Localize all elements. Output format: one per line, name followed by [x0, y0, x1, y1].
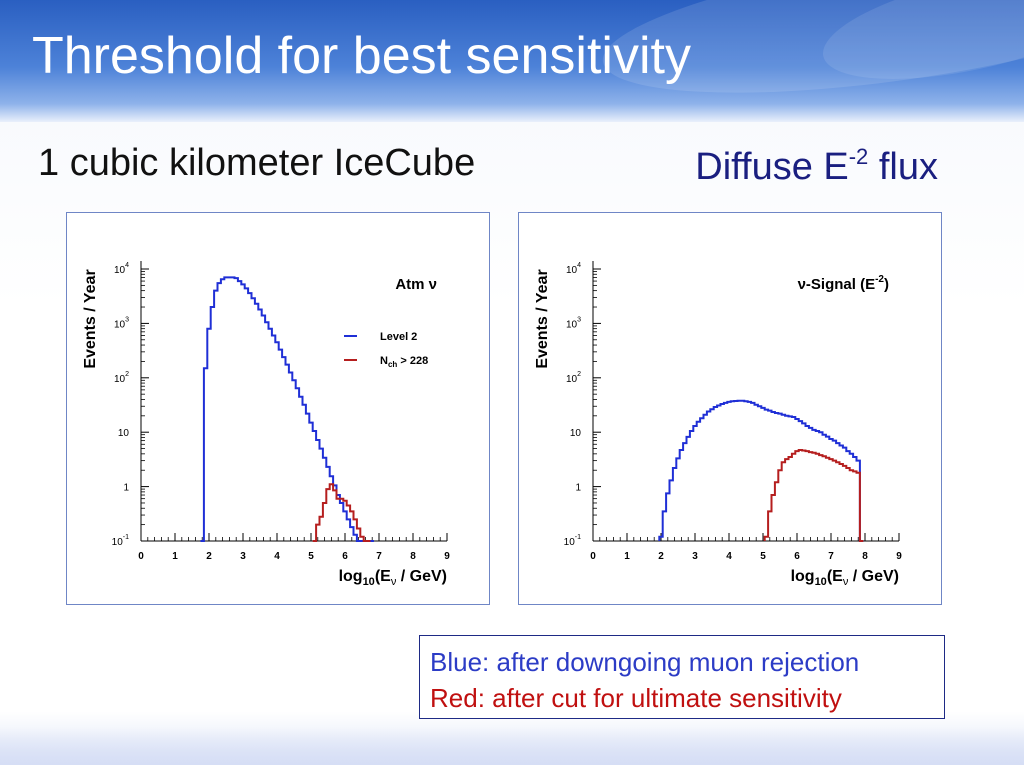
- x-axis-title-sub: ν: [843, 576, 849, 588]
- flux-label: Diffuse E-2 flux: [695, 146, 938, 189]
- x-axis-title: log10(Eν / GeV): [339, 568, 447, 588]
- y-tick-label: 10-1: [564, 534, 581, 548]
- legend-entry: Level 2: [380, 331, 417, 343]
- y-axis-title: Events / Year: [82, 269, 99, 368]
- y-tick-label-base: 10: [112, 537, 124, 548]
- y-tick-label: 10: [570, 428, 582, 439]
- chart-annotation: Atm ν: [395, 276, 437, 293]
- x-tick-label: 5: [760, 551, 766, 562]
- legend-red-note: Red: after cut for ultimate sensitivity: [430, 683, 842, 713]
- y-tick-label: 1: [123, 483, 129, 494]
- x-tick-label: 0: [138, 551, 144, 562]
- x-axis-title-part: (E: [375, 568, 391, 585]
- y-tick-label: 10-1: [112, 534, 129, 548]
- chart-panel-atmospheric: 10-1 1 10 102 103 104 0 1 2 3 4 5 6 7 8 9 log10(Eν / GeV…: [66, 212, 490, 605]
- slide-title: Threshold for best sensitivity: [32, 27, 691, 85]
- y-tick-label-exp: 3: [577, 316, 581, 323]
- y-tick-label-base: 10: [566, 374, 578, 385]
- y-tick-label-base: 10: [566, 319, 578, 330]
- legend-entry-sub: ch: [388, 360, 397, 369]
- flux-label-exponent: -2: [848, 144, 869, 169]
- chart-annotation-exp: -2: [875, 274, 884, 285]
- x-axis-title-sub: ν: [391, 576, 397, 588]
- x-axis-title-sub: 10: [815, 576, 827, 588]
- x-tick-label: 9: [444, 551, 450, 562]
- y-tick-label: 102: [566, 371, 581, 385]
- x-tick-label: 7: [828, 551, 834, 562]
- x-axis-title-part: / GeV): [396, 568, 447, 585]
- series-line-red: [763, 449, 864, 542]
- y-tick-label: 1: [575, 483, 581, 494]
- x-tick-label: 8: [862, 551, 868, 562]
- y-tick-label-base: 10: [114, 319, 126, 330]
- chart-annotation-tail: ): [884, 276, 889, 293]
- x-tick-label: 7: [376, 551, 382, 562]
- y-tick-label: 10: [118, 428, 130, 439]
- y-tick-label-exp: 4: [125, 262, 129, 269]
- chart-annotation-text: ν-Signal (E: [798, 276, 876, 293]
- bottom-band: [0, 727, 1024, 765]
- y-tick-label: 102: [114, 371, 129, 385]
- x-axis-title-sub: 10: [363, 576, 375, 588]
- y-tick-label-exp: 3: [125, 316, 129, 323]
- y-tick-label-base: 10: [114, 265, 126, 276]
- x-axis-title: log10(Eν / GeV): [791, 568, 899, 588]
- y-axis-title: Events / Year: [534, 269, 551, 368]
- series-line-blue: [658, 399, 864, 542]
- y-tick-label: 104: [114, 262, 129, 276]
- y-tick-label-exp: -1: [123, 534, 129, 541]
- y-tick-label-base: 10: [114, 374, 126, 385]
- y-tick-label-base: 10: [564, 537, 576, 548]
- flux-label-text: Diffuse E: [695, 146, 849, 188]
- y-tick-label-base: 1: [575, 483, 581, 494]
- legend-entry-main: Level 2: [380, 331, 417, 343]
- x-tick-label: 9: [896, 551, 902, 562]
- title-bar: Threshold for best sensitivity: [0, 0, 1024, 122]
- y-tick-label-exp: 4: [577, 262, 581, 269]
- legend-blue-note: Blue: after downgoing muon rejection: [430, 647, 860, 677]
- y-tick-label-base: 1: [123, 483, 129, 494]
- x-tick-label: 4: [726, 551, 732, 562]
- x-tick-label: 6: [794, 551, 800, 562]
- x-tick-label: 2: [206, 551, 212, 562]
- y-tick-label: 103: [114, 316, 129, 330]
- x-tick-label: 1: [624, 551, 630, 562]
- y-tick-label: 103: [566, 316, 581, 330]
- x-axis-title-part: / GeV): [848, 568, 899, 585]
- x-axis-title-part: log: [339, 568, 363, 585]
- y-tick-label-exp: 2: [577, 371, 581, 378]
- legend-entry-main: N: [380, 355, 388, 367]
- legend-entry-tail: > 228: [397, 355, 428, 367]
- y-tick-label-exp: 2: [125, 371, 129, 378]
- series-line-blue: [200, 276, 374, 542]
- x-axis-title-part: log: [791, 568, 815, 585]
- y-tick-label-base: 10: [118, 428, 130, 439]
- x-tick-label: 3: [240, 551, 246, 562]
- x-tick-label: 6: [342, 551, 348, 562]
- chart-panel-signal: 10-1 1 10 102 103 104 0 1 2 3 4 5 6 7 8 9 log10(Eν / GeV…: [518, 212, 942, 605]
- x-tick-label: 1: [172, 551, 178, 562]
- y-tick-label: 104: [566, 262, 581, 276]
- x-tick-label: 8: [410, 551, 416, 562]
- legend-entry: Nch > 228: [380, 355, 428, 369]
- y-tick-label-base: 10: [566, 265, 578, 276]
- x-tick-label: 2: [658, 551, 664, 562]
- x-axis-title-part: (E: [827, 568, 843, 585]
- x-tick-label: 5: [308, 551, 314, 562]
- series-line-red: [312, 483, 371, 542]
- flux-label-suffix: flux: [868, 146, 938, 188]
- chart-annotation: ν-Signal (E-2): [798, 274, 889, 293]
- x-tick-label: 4: [274, 551, 280, 562]
- color-legend-box: Blue: after downgoing muon rejection Red…: [419, 635, 945, 719]
- chart-annotation-text: Atm ν: [395, 276, 437, 293]
- y-tick-label-exp: -1: [575, 534, 581, 541]
- y-tick-label-base: 10: [570, 428, 582, 439]
- x-tick-label: 0: [590, 551, 596, 562]
- x-tick-label: 3: [692, 551, 698, 562]
- detector-subtitle: 1 cubic kilometer IceCube: [38, 142, 476, 184]
